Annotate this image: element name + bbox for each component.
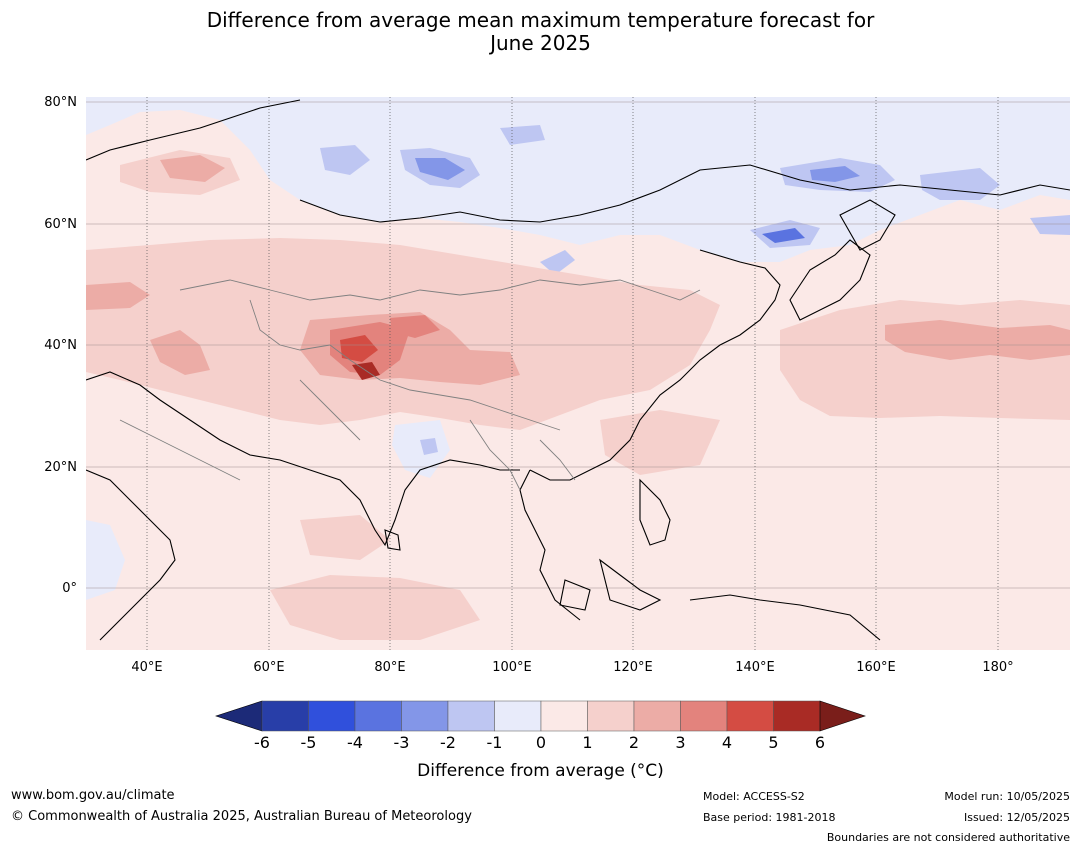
colorbar-swatch [587, 700, 635, 732]
temperature-anomaly-map [86, 97, 1070, 650]
colorbar-swatch [494, 700, 542, 732]
base-period-text: Base period: 1981-2018 [703, 811, 836, 824]
colorbar-swatch [726, 700, 774, 732]
colorbar-tick-label: 6 [814, 733, 826, 752]
title-line-1: Difference from average mean maximum tem… [206, 8, 875, 32]
issued-text: Issued: 12/05/2025 [963, 811, 1070, 824]
lon-label-160e: 160°E [856, 660, 896, 675]
graticule [86, 101, 1070, 589]
warm-region-3-black-sea [86, 282, 150, 310]
colorbar-swatch [308, 700, 356, 732]
lat-label-0: 0° [62, 581, 77, 596]
colorbar-tick-label: 4 [721, 733, 733, 752]
lon-label-140e: 140°E [735, 660, 775, 675]
map-title: Difference from average mean maximum tem… [0, 9, 1081, 55]
colorbar-tick-label: -6 [254, 733, 270, 752]
lat-label-80: 80°N [44, 95, 77, 110]
warm-region-arabian [300, 515, 390, 560]
cool-region-siberia-core [810, 166, 860, 182]
colorbar-tick-label: -5 [300, 733, 317, 752]
colorbar-tick-label: 0 [535, 733, 547, 752]
website-link[interactable]: www.bom.gov.au/climate [11, 788, 175, 803]
warm-region-indian-ocean [270, 575, 480, 640]
colorbar-swatch [773, 700, 821, 732]
lon-label-80e: 80°E [374, 660, 406, 675]
colorbar-swatch [680, 700, 728, 732]
title-line-2: June 2025 [490, 31, 591, 55]
colorbar-tick-label: -3 [393, 733, 410, 752]
colorbar-tick-label: 3 [675, 733, 686, 752]
cool-region-3 [415, 158, 465, 180]
cool-region-india-core [420, 438, 438, 455]
model-run-text: Model run: 10/05/2025 [944, 790, 1070, 803]
coastlines [86, 99, 1070, 641]
country-borders [119, 279, 701, 491]
lon-label-180: 180° [982, 660, 1014, 675]
meridians [146, 97, 999, 650]
cool-region-east [920, 168, 1000, 200]
cool-region-india [392, 420, 450, 478]
lat-label-60: 60°N [44, 217, 77, 232]
colorbar-swatch [540, 700, 588, 732]
cool-region-2b [320, 145, 370, 175]
copyright-text: © Commonwealth of Australia 2025, Austra… [11, 809, 472, 824]
warm-region-4b [390, 315, 440, 338]
cool-region-africa [86, 520, 125, 600]
warm-region-3-caspian [150, 330, 210, 375]
colorbar-tick-label: -4 [347, 733, 363, 752]
lat-label-40: 40°N [44, 338, 77, 353]
lon-label-120e: 120°E [613, 660, 653, 675]
warm-region-west-pacific [600, 410, 720, 475]
cool-region-baikal [540, 250, 575, 275]
warm-region-3-scandinavia [160, 155, 225, 182]
cool-region-bering [1030, 215, 1070, 235]
warm-region-5 [340, 335, 378, 362]
colorbar-swatch [354, 700, 402, 732]
colorbar-swatch [401, 700, 449, 732]
cool-region-2c [500, 125, 545, 145]
colorbar-tick-label: -2 [440, 733, 456, 752]
colorbar [215, 700, 866, 732]
colorbar-tick-label: 2 [628, 733, 640, 752]
colorbar-label: Difference from average (°C) [417, 761, 664, 781]
colorbar-tick-label: 1 [582, 733, 593, 752]
colorbar-swatch [447, 700, 495, 732]
model-text: Model: ACCESS-S2 [703, 790, 805, 803]
lon-label-60e: 60°E [253, 660, 285, 675]
disclaimer-text: Boundaries are not considered authoritat… [826, 831, 1070, 844]
warm-region-3-pacific [885, 320, 1070, 360]
lon-label-100e: 100°E [492, 660, 532, 675]
lon-label-40e: 40°E [131, 660, 163, 675]
lat-label-20: 20°N [44, 460, 77, 475]
colorbar-over-arrow [819, 700, 866, 732]
colorbar-tick-label: 5 [768, 733, 779, 752]
colorbar-tick-label: -1 [486, 733, 503, 752]
colorbar-swatch [633, 700, 681, 732]
colorbar-under-arrow [215, 700, 263, 732]
colorbar-swatch [261, 700, 309, 732]
cool-region-okhotsk-core [762, 228, 805, 243]
